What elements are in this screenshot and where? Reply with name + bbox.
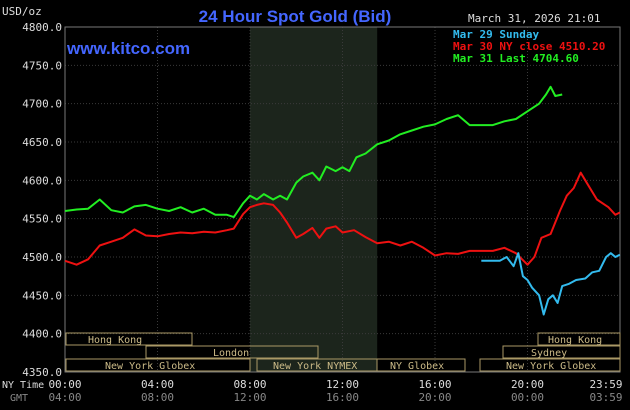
gmt-label: GMT: [10, 393, 28, 404]
x-axis-ticks: 00:0004:0004:0008:0008:0012:0012:0016:00…: [48, 378, 622, 404]
x-tick-ny: 00:00: [48, 378, 81, 391]
x-tick-gmt: 20:00: [418, 391, 451, 404]
svg-text:Hong Kong: Hong Kong: [88, 335, 142, 346]
y-tick-label: 4450.0: [22, 289, 62, 302]
y-tick-label: 4750.0: [22, 59, 62, 72]
y-axis-ticks: 4800.0 4750.0 4700.0 4650.0 4600.0 4550.0 4500…: [22, 21, 62, 379]
x-tick-gmt: 16:00: [326, 391, 359, 404]
y-tick-label: 4800.0: [22, 21, 62, 34]
legend-item-mar31: Mar 31 Last 4704.60: [453, 52, 579, 65]
x-tick-ny: 16:00: [418, 378, 451, 391]
datetime-label: March 31, 2026 21:01: [468, 12, 600, 25]
x-tick-gmt: 00:00: [511, 391, 544, 404]
svg-text:London: London: [213, 348, 249, 359]
svg-text:New York NYMEX: New York NYMEX: [273, 361, 357, 372]
x-tick-ny: 08:00: [233, 378, 266, 391]
plot-border: [64, 26, 621, 373]
series-lines: [64, 85, 621, 316]
svg-text:Hong Kong: Hong Kong: [548, 335, 602, 346]
legend: Mar 29 Sunday Mar 30 NY close 4510.20 Ma…: [453, 28, 605, 65]
y-tick-label: 4550.0: [22, 213, 62, 226]
legend-item-sunday: Mar 29 Sunday: [453, 28, 539, 41]
series-line-0: [64, 85, 563, 219]
svg-text:NY Globex: NY Globex: [390, 361, 444, 372]
legend-item-mar30: Mar 30 NY close 4510.20: [453, 40, 605, 53]
nymex-shaded-region: [250, 27, 378, 372]
x-tick-ny: 04:00: [141, 378, 174, 391]
svg-text:Sydney: Sydney: [531, 348, 567, 359]
svg-text:New York Globex: New York Globex: [506, 361, 596, 372]
x-tick-gmt: 03:59: [589, 391, 622, 404]
x-tick-ny: 12:00: [326, 378, 359, 391]
x-tick-gmt: 12:00: [233, 391, 266, 404]
website-label: www.kitco.com: [66, 39, 190, 58]
y-tick-label: 4350.0: [22, 366, 62, 379]
x-tick-gmt: 04:00: [48, 391, 81, 404]
series-line-2: [481, 252, 621, 316]
y-tick-label: 4700.0: [22, 98, 62, 111]
y-tick-label: 4400.0: [22, 328, 62, 341]
units-label: USD/oz: [2, 5, 42, 18]
svg-text:New York Globex: New York Globex: [105, 361, 195, 372]
session-ny-globex-3: New York Globex: [479, 358, 621, 372]
session-hong-kong-1: Hong Kong: [65, 332, 193, 346]
ny-time-label: NY Time: [2, 380, 44, 391]
session-london: London: [145, 345, 319, 359]
session-hong-kong-2: Hong Kong: [537, 332, 621, 346]
chart-title: 24 Hour Spot Gold (Bid): [199, 7, 392, 26]
y-tick-label: 4600.0: [22, 174, 62, 187]
series-line-1: [64, 171, 621, 266]
y-tick-label: 4500.0: [22, 251, 62, 264]
y-tick-label: 4650.0: [22, 136, 62, 149]
x-tick-ny: 20:00: [511, 378, 544, 391]
session-sydney: Sydney: [502, 345, 621, 359]
x-tick-ny: 23:59: [589, 378, 622, 391]
trading-sessions: Hong Kong Hong Kong London Sydney New Yo…: [65, 332, 621, 372]
session-ny-globex-2: NY Globex: [376, 358, 466, 372]
session-ny-globex-1: New York Globex: [65, 358, 251, 372]
x-tick-gmt: 08:00: [141, 391, 174, 404]
